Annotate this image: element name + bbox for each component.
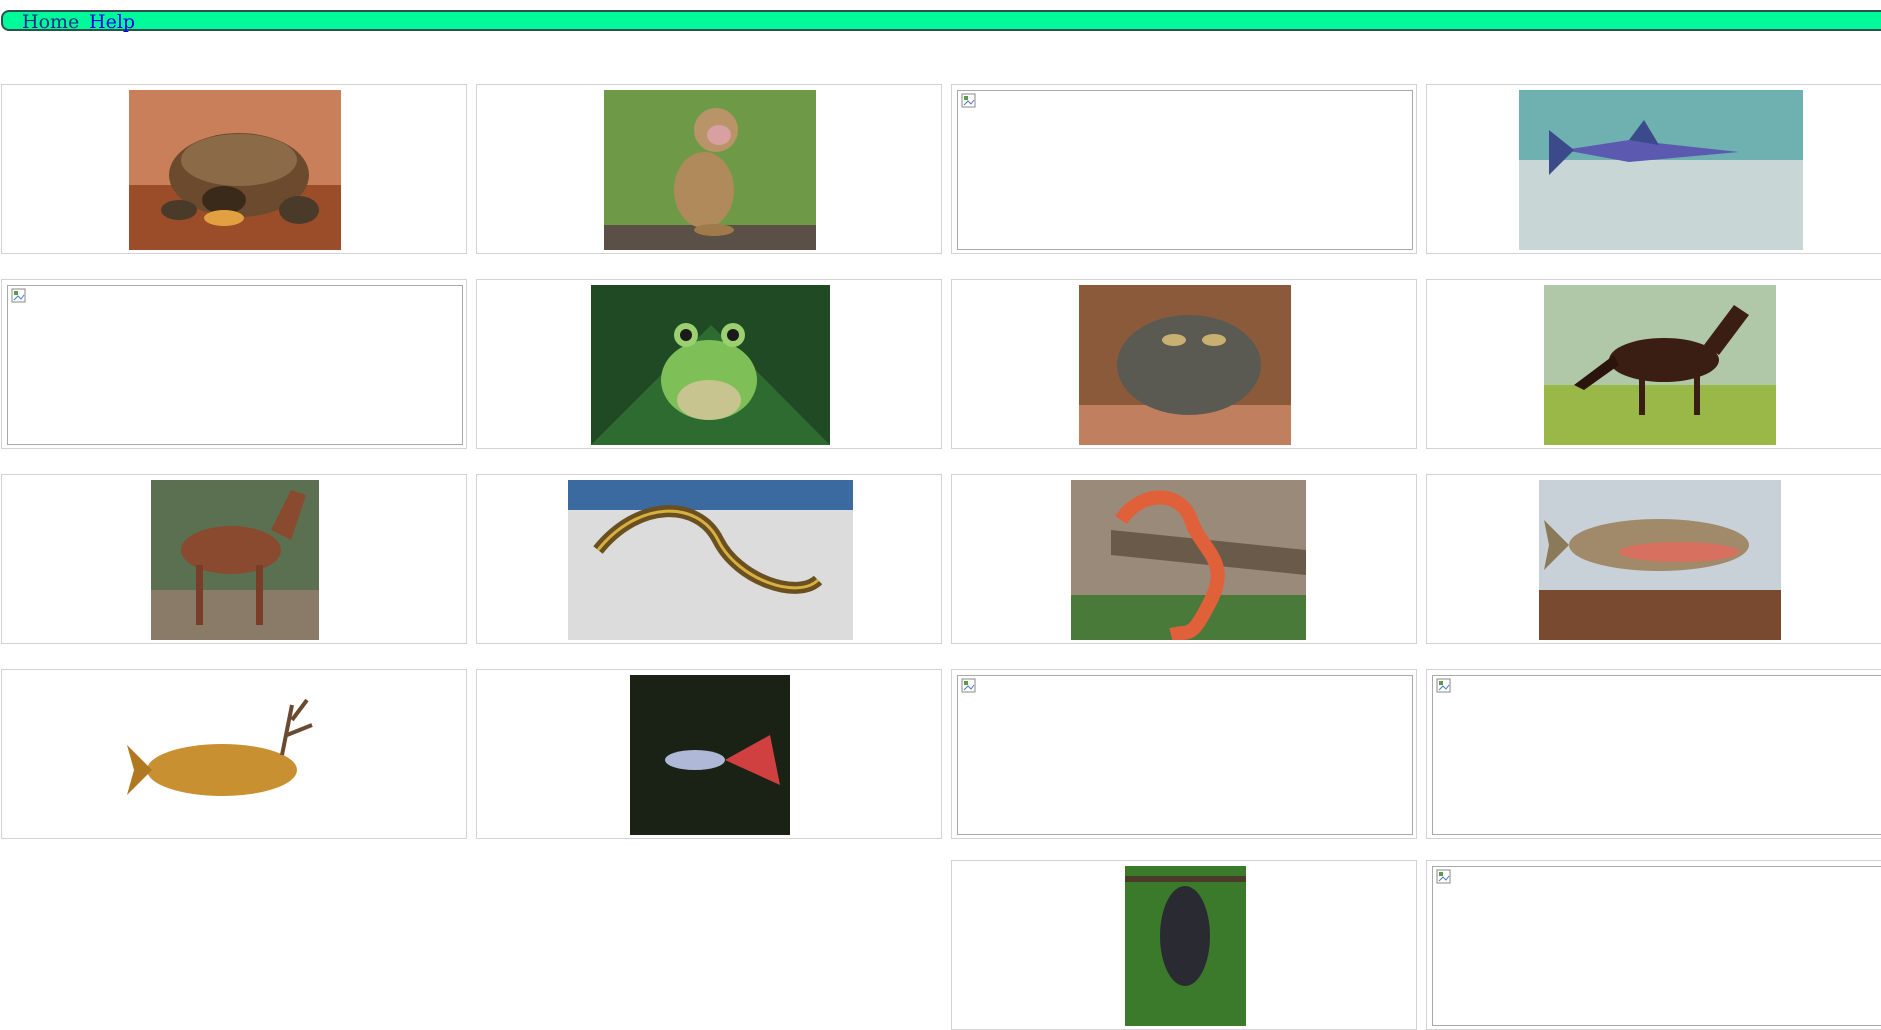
broken-image-placeholder [1432,866,1881,1026]
broken-image-placeholder [1432,675,1881,835]
nav-help-link[interactable]: Help [89,11,136,33]
galloping-horse-image [1544,285,1776,445]
gallery-cell[interactable] [476,279,942,449]
broken-image-icon [1436,678,1451,693]
gallery-cell[interactable] [1,279,467,449]
broken-image-icon [961,93,976,108]
gallery-cell[interactable] [476,474,942,644]
gallery-cell[interactable] [476,84,942,254]
broken-image-icon [11,288,26,303]
image-gallery-grid [1,84,1881,1030]
gallery-cell[interactable] [1,84,467,254]
top-nav-bar: Home Help [1,10,1881,33]
gallery-cell[interactable] [1426,84,1881,254]
gallery-cell[interactable] [951,279,1417,449]
corn-snake-image [1071,480,1306,640]
toad-image [1079,285,1291,445]
broken-image-placeholder [957,90,1413,250]
frog-image [591,285,830,445]
standing-horse-image [151,480,319,640]
gallery-cell[interactable] [476,669,942,839]
broken-image-placeholder [957,675,1413,835]
broken-image-icon [961,678,976,693]
antlered-trout-image [122,675,342,835]
gallery-cell[interactable] [951,860,1417,1030]
gallery-cell[interactable] [1426,279,1881,449]
gallery-cell[interactable] [1426,474,1881,644]
broken-image-icon [1436,869,1451,884]
gallery-cell[interactable] [951,84,1417,254]
gallery-cell[interactable] [1,669,467,839]
guppy-image [630,675,790,835]
monkey-image [604,90,816,250]
gallery-cell[interactable] [1426,669,1881,839]
fruit-bat-image [1125,866,1246,1026]
cutthroat-trout-image [1539,480,1781,640]
gallery-cell[interactable] [1,474,467,644]
tortoise-image [129,90,341,250]
gallery-cell[interactable] [1426,860,1881,1030]
gallery-cell[interactable] [951,474,1417,644]
nav-home-link[interactable]: Home [22,11,80,33]
swordfish-image [1519,90,1803,250]
garter-snake-image [568,480,853,640]
gallery-cell[interactable] [951,669,1417,839]
broken-image-placeholder [7,285,463,445]
